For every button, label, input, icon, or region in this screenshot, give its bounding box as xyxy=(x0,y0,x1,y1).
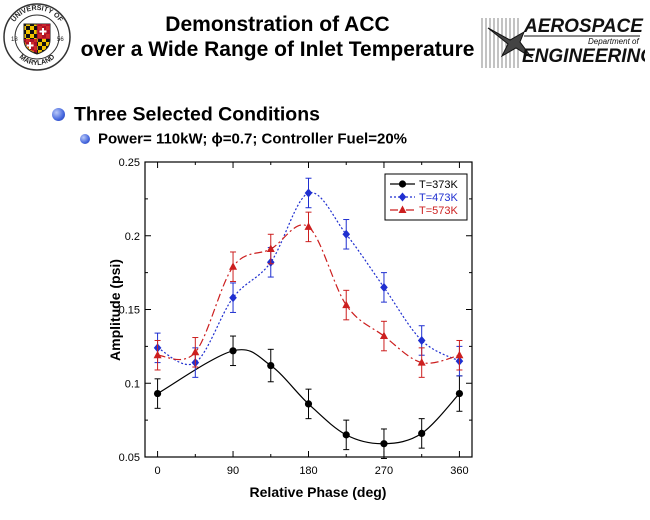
legend-label: T=573K xyxy=(419,205,458,217)
series-line xyxy=(157,224,460,364)
legend-marker xyxy=(398,205,407,213)
data-point xyxy=(267,361,275,370)
data-point xyxy=(342,431,350,439)
data-point xyxy=(455,389,464,398)
legend-label: T=473K xyxy=(419,192,458,204)
y-axis-label: Amplitude (psi) xyxy=(107,259,123,361)
x-tick-label: 0 xyxy=(155,465,161,477)
data-point xyxy=(417,358,426,366)
title-line-2: over a Wide Range of Inlet Temperature xyxy=(80,38,475,61)
aerospace-engineering-logo: AEROSPACE Department of ENGINEERING xyxy=(480,8,650,70)
svg-text:ENGINEERING: ENGINEERING xyxy=(522,46,645,67)
data-point xyxy=(380,440,388,448)
bullet-level-1: Three Selected Conditions xyxy=(52,103,320,126)
data-point xyxy=(417,335,426,345)
data-point xyxy=(304,222,313,230)
svg-text:Department of: Department of xyxy=(588,37,639,46)
y-tick-label: 0.1 xyxy=(125,378,140,390)
data-point xyxy=(229,293,237,303)
data-point xyxy=(229,262,238,270)
series-t-573k xyxy=(153,211,464,378)
data-point xyxy=(342,300,351,309)
data-point xyxy=(191,347,200,356)
university-of-maryland-seal: UNIVERSITY OF MARYLAND 18 56 xyxy=(2,2,72,72)
data-point xyxy=(266,244,275,253)
x-tick-label: 360 xyxy=(450,465,468,477)
legend-marker xyxy=(398,180,407,188)
series-t-373k xyxy=(153,335,464,459)
svg-text:AEROSPACE: AEROSPACE xyxy=(523,16,644,37)
bullet-dot-icon xyxy=(52,108,65,122)
data-point xyxy=(153,389,162,398)
data-point xyxy=(380,282,388,292)
x-tick-label: 180 xyxy=(299,465,317,477)
data-point xyxy=(342,229,351,239)
data-point xyxy=(379,331,388,340)
data-point xyxy=(153,350,162,359)
legend-label: T=373K xyxy=(419,179,458,191)
y-tick-label: 0.15 xyxy=(119,305,140,317)
data-point xyxy=(229,347,237,355)
y-tick-label: 0.05 xyxy=(119,452,140,464)
svg-text:18: 18 xyxy=(11,37,18,43)
x-axis-label: Relative Phase (deg) xyxy=(250,484,387,500)
data-point xyxy=(304,188,313,198)
title-line-1: Demonstration of ACC xyxy=(165,13,390,36)
x-tick-label: 270 xyxy=(375,465,393,477)
bullet-level-2: Power= 110kW; ϕ=0.7; Controller Fuel=20% xyxy=(80,130,407,148)
svg-text:56: 56 xyxy=(57,37,64,43)
data-point xyxy=(418,429,426,437)
legend-marker xyxy=(398,192,407,202)
y-tick-label: 0.25 xyxy=(119,157,140,169)
data-point xyxy=(304,400,313,408)
aircraft-icon xyxy=(487,27,533,59)
y-tick-label: 0.2 xyxy=(125,231,140,243)
data-point xyxy=(455,350,464,359)
page-title: Demonstration of ACC over a Wide Range o… xyxy=(70,12,485,62)
x-tick-label: 90 xyxy=(227,465,239,477)
bullet-dot-icon xyxy=(80,134,90,145)
